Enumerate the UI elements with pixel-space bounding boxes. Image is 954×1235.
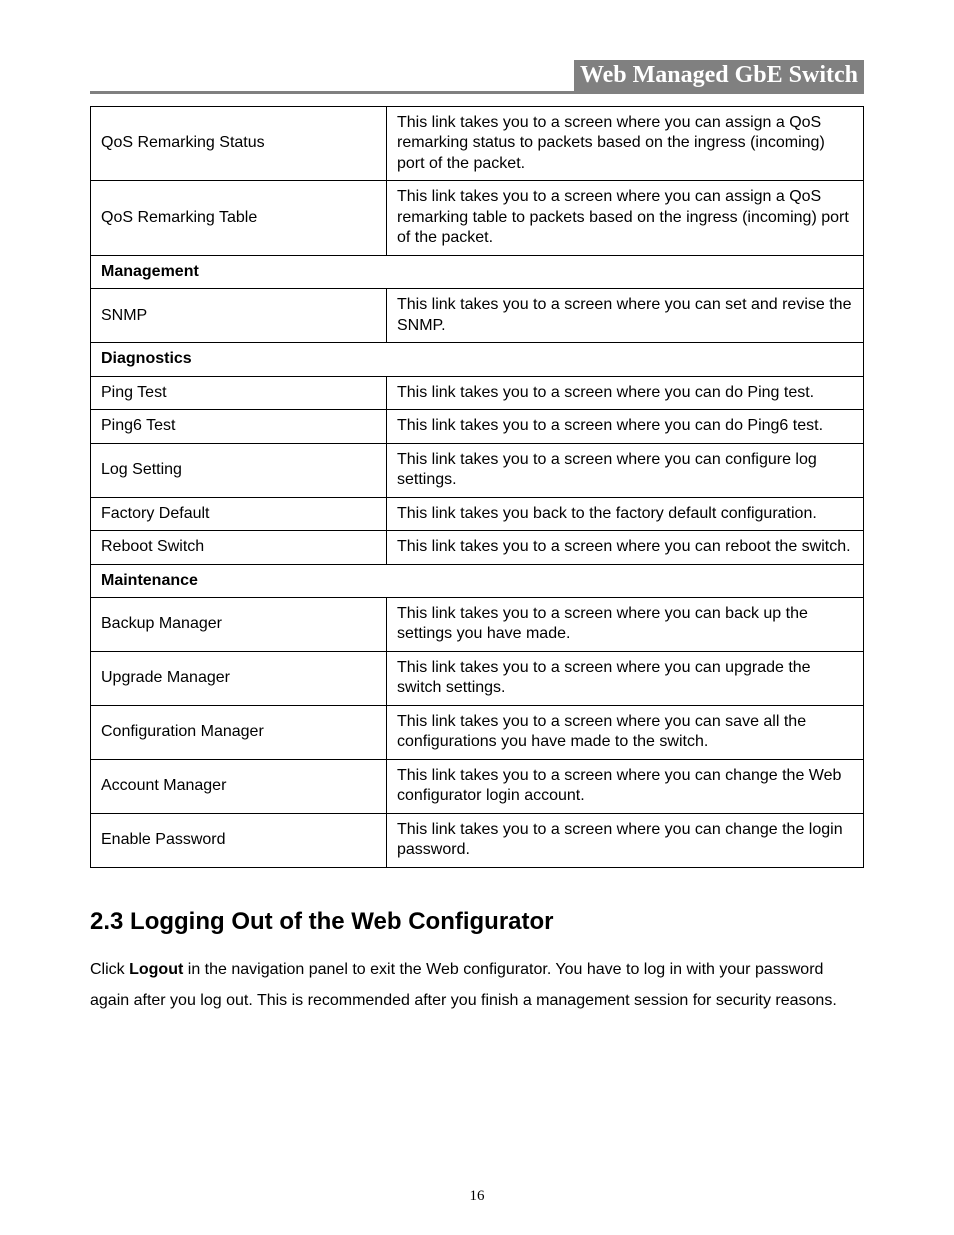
link-name-cell: Configuration Manager — [91, 705, 387, 759]
para-text-post: in the navigation panel to exit the Web … — [90, 961, 837, 1009]
table-row: Factory DefaultThis link takes you back … — [91, 497, 864, 530]
table-row: Reboot SwitchThis link takes you to a sc… — [91, 531, 864, 564]
table-row: Configuration ManagerThis link takes you… — [91, 705, 864, 759]
table-row: Log SettingThis link takes you to a scre… — [91, 443, 864, 497]
reference-table: QoS Remarking StatusThis link takes you … — [90, 106, 864, 868]
link-name-cell: QoS Remarking Table — [91, 181, 387, 255]
link-desc-cell: This link takes you to a screen where yo… — [387, 597, 864, 651]
link-desc-cell: This link takes you to a screen where yo… — [387, 705, 864, 759]
header-title: Web Managed GbE Switch — [574, 60, 864, 91]
section-header-cell: Diagnostics — [91, 343, 864, 376]
table-row: Management — [91, 255, 864, 288]
section-header-cell: Management — [91, 255, 864, 288]
link-name-cell: QoS Remarking Status — [91, 107, 387, 181]
table-row: Ping TestThis link takes you to a screen… — [91, 376, 864, 409]
link-name-cell: Log Setting — [91, 443, 387, 497]
link-desc-cell: This link takes you to a screen where yo… — [387, 410, 864, 443]
document-page: Web Managed GbE Switch QoS Remarking Sta… — [0, 0, 954, 1235]
link-desc-cell: This link takes you to a screen where yo… — [387, 376, 864, 409]
table-row: Maintenance — [91, 564, 864, 597]
table-row: Enable PasswordThis link takes you to a … — [91, 813, 864, 867]
table-row: SNMPThis link takes you to a screen wher… — [91, 289, 864, 343]
table-row: QoS Remarking TableThis link takes you t… — [91, 181, 864, 255]
table-row: Account ManagerThis link takes you to a … — [91, 759, 864, 813]
table-row: Diagnostics — [91, 343, 864, 376]
section-header-cell: Maintenance — [91, 564, 864, 597]
link-desc-cell: This link takes you to a screen where yo… — [387, 651, 864, 705]
table-row: Backup ManagerThis link takes you to a s… — [91, 597, 864, 651]
link-desc-cell: This link takes you to a screen where yo… — [387, 813, 864, 867]
section-paragraph: Click Logout in the navigation panel to … — [90, 954, 864, 1016]
link-name-cell: Upgrade Manager — [91, 651, 387, 705]
page-header: Web Managed GbE Switch — [90, 60, 864, 94]
section-heading: 2.3 Logging Out of the Web Configurator — [90, 908, 864, 936]
link-desc-cell: This link takes you to a screen where yo… — [387, 181, 864, 255]
link-desc-cell: This link takes you to a screen where yo… — [387, 107, 864, 181]
link-desc-cell: This link takes you back to the factory … — [387, 497, 864, 530]
link-name-cell: Account Manager — [91, 759, 387, 813]
page-number: 16 — [0, 1188, 954, 1205]
link-name-cell: Enable Password — [91, 813, 387, 867]
link-desc-cell: This link takes you to a screen where yo… — [387, 443, 864, 497]
link-name-cell: SNMP — [91, 289, 387, 343]
link-name-cell: Factory Default — [91, 497, 387, 530]
para-text-bold: Logout — [129, 961, 183, 978]
para-text-pre: Click — [90, 961, 129, 978]
table-row: Upgrade ManagerThis link takes you to a … — [91, 651, 864, 705]
link-desc-cell: This link takes you to a screen where yo… — [387, 531, 864, 564]
link-name-cell: Ping Test — [91, 376, 387, 409]
link-name-cell: Backup Manager — [91, 597, 387, 651]
link-desc-cell: This link takes you to a screen where yo… — [387, 289, 864, 343]
link-desc-cell: This link takes you to a screen where yo… — [387, 759, 864, 813]
link-name-cell: Ping6 Test — [91, 410, 387, 443]
table-row: QoS Remarking StatusThis link takes you … — [91, 107, 864, 181]
table-row: Ping6 TestThis link takes you to a scree… — [91, 410, 864, 443]
link-name-cell: Reboot Switch — [91, 531, 387, 564]
